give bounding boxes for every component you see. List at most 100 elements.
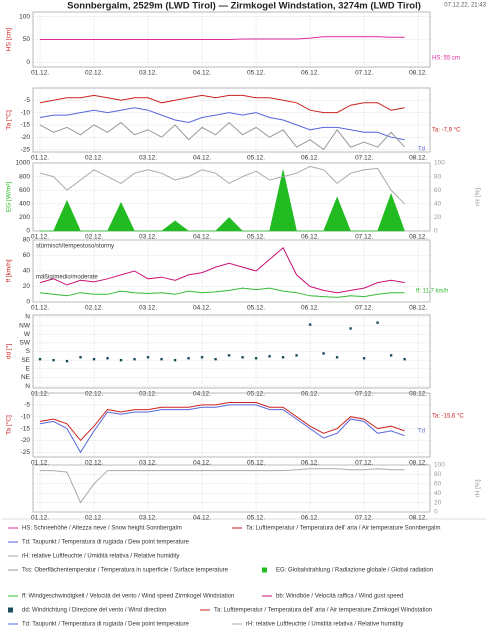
x-tick-label: 04.12. [193,391,211,398]
x-tick-label: 04.12. [193,234,211,241]
legend-label: EG: Globalstrahlung / Radiazione globale… [276,568,433,574]
y-tick-label: 60 [23,252,31,259]
y-tick-label: -15 [21,425,31,432]
data-point [376,321,379,324]
y-tick-label: -10 [21,413,31,420]
y2-axis-label: rH [%] [475,479,482,497]
line [39,402,405,442]
data-point [281,356,285,359]
plot-frame [32,392,431,458]
y-tick-label: W [24,331,31,338]
y-tick-label: 0 [26,59,30,66]
data-point [349,327,352,330]
y-tick-label: 200 [19,214,30,221]
x-tick-label: 08.12. [409,70,427,77]
y2-tick-label: 100 [434,462,445,469]
x-tick-label: 01.12. [31,460,49,467]
y-axis-label: dd [°] [5,344,13,359]
legend-label: rH: relative Luftfeuchte / Umidità relat… [22,554,179,560]
annotation: Td [418,429,425,435]
y2-tick-label: 40 [434,490,442,497]
data-point [65,359,69,363]
data-point [362,357,366,360]
x-tick-label: 08.12. [409,391,427,398]
x-tick-label: 03.12. [139,155,157,162]
data-point [254,357,258,360]
data-point [38,357,42,361]
x-tick-label: 05.12. [247,155,265,162]
y-tick-label: 1000 [16,160,31,167]
x-tick-label: 02.12. [85,460,103,467]
data-point [227,354,231,357]
legend-label: Td: Taupunkt / Temperatura di rugiada / … [22,540,190,546]
plot-frame [32,87,431,153]
x-tick-label: 02.12. [85,155,103,162]
x-tick-label: 06.12. [301,515,319,522]
y-axis-label: Ta [°C] [5,110,13,130]
x-tick-label: 07.12. [355,70,373,77]
legend-label: Td: Taupunkt / Temperatura di rugiada / … [22,622,190,628]
x-tick-label: 07.12. [355,305,373,312]
x-tick-label: 01.12. [31,305,49,312]
annotation: stürmisch/tempestoso/stormy [36,244,114,250]
y-tick-label: NW [19,322,31,329]
x-tick-label: 01.12. [31,155,49,162]
y2-tick-label: 60 [434,187,442,194]
x-tick-label: 03.12. [139,460,157,467]
line [39,121,405,151]
x-tick-label: 08.12. [409,155,427,162]
legend-label: dd: Windrichtung / Direzione del vento /… [22,608,166,614]
annotation: Ta: -7,9 °C [432,128,461,134]
x-tick-label: 07.12. [355,391,373,398]
data-point [403,357,406,361]
chart-title: Sonnbergalm, 2529m (LWD Tirol) — Zirmkog… [67,1,421,12]
x-tick-label: 03.12. [139,70,157,77]
data-point [52,358,55,362]
y2-tick-label: 80 [434,471,442,478]
y-tick-label: 400 [19,201,30,208]
y-tick-label: -10 [21,109,31,116]
line [39,404,405,454]
legend-label: bb: Windböe / Velocità raffica / Wind gu… [276,594,403,600]
y-tick-label: -20 [21,134,31,141]
data-point [106,357,109,360]
y-axis-label: EG [W/m²] [6,182,13,213]
y-tick-label: 0 [26,228,30,235]
x-tick-label: 04.12. [193,305,211,312]
legend-label: rH: relative Luftfeuchte / Umidità relat… [246,622,403,628]
x-tick-label: 07.12. [355,234,373,241]
x-tick-label: 05.12. [247,460,265,467]
y-tick-label: -5 [24,97,30,104]
legend-marker [8,607,13,613]
line [39,165,405,205]
x-tick-label: 03.12. [139,515,157,522]
annotation: Td [418,147,425,153]
x-tick-label: 02.12. [85,234,103,241]
y-tick-label: -15 [21,122,31,129]
y-axis-label: ff [km/h] [6,259,13,282]
x-tick-label: 01.12. [31,391,49,398]
data-point [187,357,190,360]
line [40,468,405,504]
data-point [295,354,298,357]
y-tick-label: 800 [19,173,30,180]
y2-tick-label: 0 [434,228,438,235]
x-tick-label: 04.12. [193,155,211,162]
y-tick-label: -5 [24,402,30,409]
plot-frame [32,464,431,513]
data-point [268,355,271,358]
y-tick-label: -25 [21,146,31,153]
annotation: mäßig/medio/moderate [36,275,98,281]
y-tick-label: 0 [26,299,30,306]
x-tick-label: 08.12. [409,460,427,467]
x-tick-label: 07.12. [355,460,373,467]
line [39,107,405,141]
data-point [146,356,150,359]
x-tick-label: 08.12. [409,234,427,241]
data-point [133,357,136,361]
y2-tick-label: 40 [434,201,442,208]
y-tick-label: N [25,383,30,390]
x-tick-label: 03.12. [139,391,157,398]
y-tick-label: SE [21,357,30,364]
